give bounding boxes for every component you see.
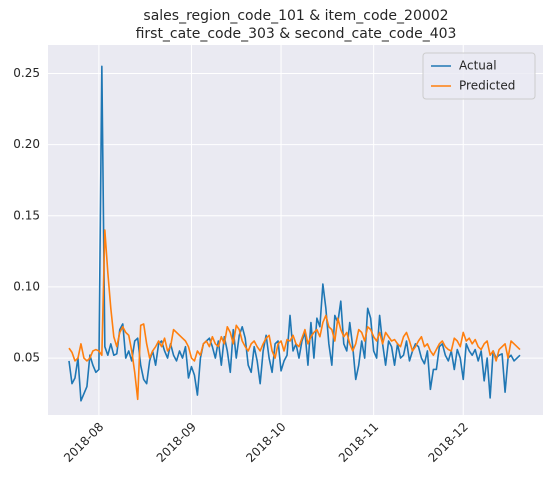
y-tick-label: 0.20 (13, 137, 40, 151)
marks (68, 65, 521, 402)
legend-label: Actual (459, 59, 497, 73)
chart-title: first_cate_code_303 & second_cate_code_4… (136, 26, 457, 42)
legend-label: Predicted (459, 79, 515, 93)
x-tick-label: 2018-08 (61, 420, 106, 465)
y-tick-label: 0.05 (13, 351, 40, 365)
legend-box (422, 52, 536, 100)
y-tick-label: 0.10 (13, 279, 40, 293)
x-tick-label: 2018-12 (425, 420, 470, 465)
y-tick-label: 0.25 (13, 66, 40, 80)
series-line (68, 65, 521, 402)
x-tick-label: 2018-11 (336, 420, 381, 465)
plot-area (48, 45, 543, 415)
chart-title: sales_region_code_101 & item_code_20002 (143, 8, 448, 24)
y-tick-label: 0.15 (13, 208, 40, 222)
series-line (68, 229, 521, 401)
x-tick-label: 2018-10 (243, 420, 288, 465)
x-tick-label: 2018-09 (154, 420, 199, 465)
grid (48, 45, 543, 415)
